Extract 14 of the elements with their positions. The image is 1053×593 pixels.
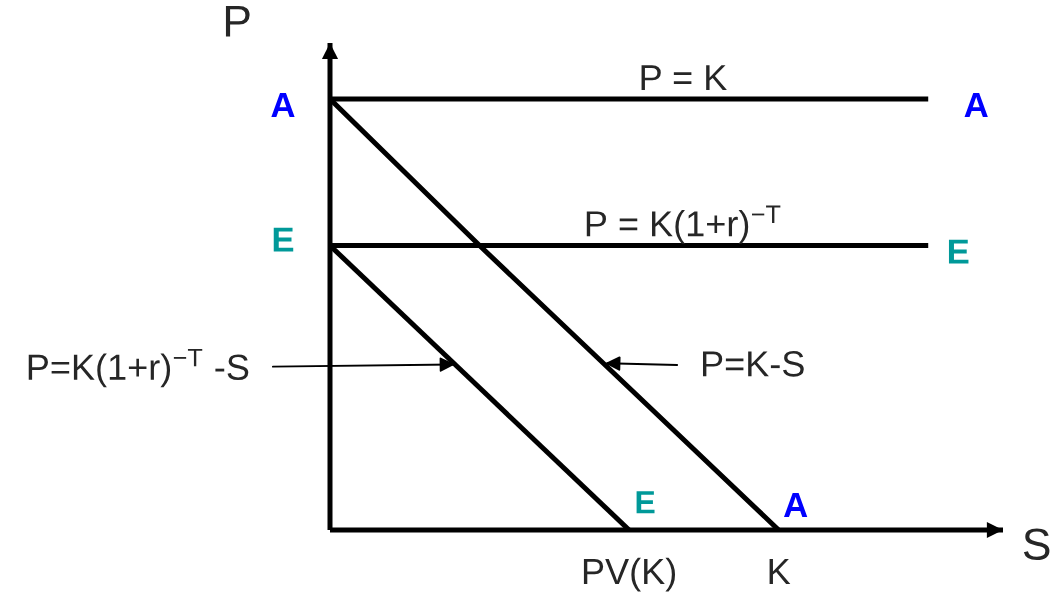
annotation: E	[948, 239, 969, 264]
legend-label: P=K-S	[702, 351, 804, 377]
annotation: A	[783, 493, 808, 517]
text: E	[273, 227, 294, 252]
x-tick-label: PV(K)	[583, 557, 676, 592]
x-tick-label: K	[769, 559, 791, 584]
y-axis-title: P	[225, 5, 250, 37]
annotation: A	[964, 93, 988, 118]
text: P=K(1+r)$^{−T}$ -S	[28, 348, 249, 388]
series-label: P = K	[641, 65, 727, 91]
text: A	[271, 93, 295, 118]
annotation: E	[636, 491, 655, 514]
series-label: P = K(1+r)$^{−T}$	[586, 205, 781, 244]
x-axis-title: S	[1023, 528, 1050, 560]
